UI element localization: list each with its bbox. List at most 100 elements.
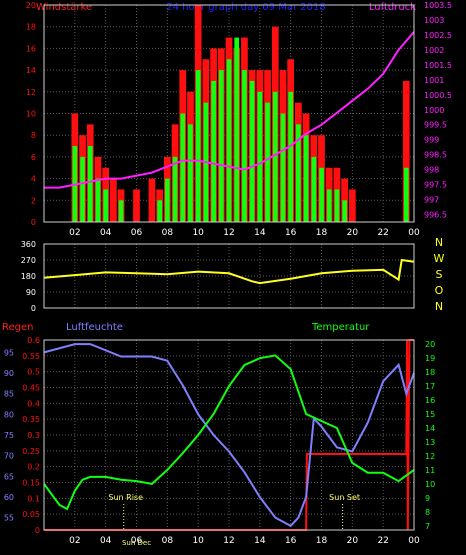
humidity-y-tick: 75 bbox=[4, 431, 14, 440]
humidity-y-tick: 85 bbox=[4, 390, 14, 399]
temperature-y-tick: 19 bbox=[425, 354, 435, 363]
wind-x-tick: 08 bbox=[162, 228, 174, 238]
rain-y-tick: 0.2 bbox=[27, 463, 40, 472]
wind-y-tick: 16 bbox=[26, 44, 36, 53]
wind-x-tick: 02 bbox=[69, 228, 80, 238]
pressure-y-tick: 1003 bbox=[424, 16, 444, 25]
pressure-y-tick: 996.5 bbox=[424, 211, 447, 220]
rain-y-tick: 0.55 bbox=[22, 352, 40, 361]
average-wind-bar bbox=[157, 200, 162, 222]
pressure-y-tick: 997 bbox=[424, 196, 439, 205]
pressure-y-tick: 1003.5 bbox=[424, 1, 452, 10]
wind-x-tick: 22 bbox=[377, 228, 388, 238]
direction-panel-frame bbox=[43, 243, 415, 309]
gust-bar bbox=[348, 189, 356, 222]
gust-bar bbox=[133, 189, 140, 222]
wind-y-tick: 6 bbox=[31, 153, 36, 162]
weather-x-tick: 04 bbox=[100, 536, 112, 546]
rain-y-ticks: 0 0.05 0.1 0.15 0.2 0.25 0.3 0.35 0.4 0.45 0.5 0.55… bbox=[22, 336, 40, 535]
average-wind-bar bbox=[288, 91, 294, 222]
direction-y-tick: 360 bbox=[21, 240, 36, 249]
average-wind-bar bbox=[164, 178, 170, 222]
average-wind-bar bbox=[303, 135, 309, 222]
wind-y-tick: 0 bbox=[31, 218, 36, 227]
humidity-y-tick: 80 bbox=[4, 410, 14, 419]
average-wind-bar bbox=[87, 146, 93, 222]
temperature-y-tick: 11 bbox=[425, 466, 435, 475]
temperature-y-tick: 14 bbox=[425, 424, 435, 433]
sunrise-label: Sun Rise bbox=[108, 493, 143, 502]
average-wind-bar bbox=[342, 200, 347, 222]
direction-y-tick: 0 bbox=[31, 304, 36, 313]
rain-y-tick: 0.1 bbox=[27, 494, 40, 503]
chart-title: 24 hour graph day 09 Mar 2018 bbox=[166, 2, 325, 13]
wind-x-tick: 10 bbox=[192, 228, 204, 238]
average-wind-bar bbox=[172, 156, 178, 222]
sunset-label: Sun Set bbox=[329, 493, 360, 502]
weather-x-tick: 12 bbox=[223, 536, 234, 546]
wind-x-tick: 06 bbox=[131, 228, 143, 238]
wind-y-tick: 2 bbox=[31, 196, 36, 205]
wind-x-tick: 04 bbox=[100, 228, 112, 238]
gust-bar bbox=[402, 80, 410, 222]
weather-x-tick: 14 bbox=[254, 536, 266, 546]
average-wind-bar bbox=[319, 167, 324, 222]
pressure-y-tick: 998 bbox=[424, 166, 439, 175]
pressure-y-tick: 1000.5 bbox=[424, 91, 452, 100]
compass-label: N bbox=[435, 236, 443, 249]
direction-line bbox=[43, 258, 415, 285]
average-wind-bar bbox=[296, 124, 301, 222]
average-wind-bar bbox=[218, 70, 224, 222]
average-wind-bar bbox=[188, 124, 193, 222]
humidity-y-tick: 55 bbox=[4, 514, 14, 523]
temperature-y-tick: 13 bbox=[425, 438, 435, 447]
temperature-y-tick: 12 bbox=[425, 452, 435, 461]
average-wind-bar bbox=[265, 102, 270, 222]
weather-x-tick: 06 bbox=[131, 536, 143, 546]
wind-x-tick: 18 bbox=[316, 228, 328, 238]
direction-y-tick: 180 bbox=[21, 272, 36, 281]
rain-y-tick: 0.6 bbox=[27, 336, 40, 345]
wind-y-ticks: 0 2 4 6 8 10 12 14 16 18 20 bbox=[26, 1, 36, 227]
sun-markers: Sun Rise Sun Set Sun Dec bbox=[108, 493, 360, 547]
wind-panel-frame bbox=[43, 4, 415, 223]
pressure-y-tick: 1002 bbox=[424, 46, 444, 55]
weather-x-ticks: 02 04 06 08 10 12 14 16 18 20 22 00 bbox=[69, 536, 420, 546]
wind-y-tick: 10 bbox=[26, 110, 36, 119]
wind-y-tick: 8 bbox=[31, 131, 36, 140]
pressure-y-tick: 997.5 bbox=[424, 181, 447, 190]
pressure-y-tick: 1002.5 bbox=[424, 31, 452, 40]
pressure-axis-title: Luftdruck bbox=[369, 2, 416, 13]
rain-humidity-temp-panel: Regen Luftfeuchte Temperatur Sun Rise Sun… bbox=[2, 322, 435, 547]
temperature-y-tick: 10 bbox=[425, 480, 435, 489]
compass-label: S bbox=[436, 268, 443, 281]
compass-label: W bbox=[434, 252, 445, 265]
rain-y-tick: 0.15 bbox=[22, 479, 40, 488]
average-wind-bar bbox=[80, 156, 85, 222]
humidity-y-tick: 95 bbox=[4, 348, 14, 357]
temperature-y-tick: 7 bbox=[425, 522, 430, 531]
average-wind-bar bbox=[311, 156, 317, 222]
rain-y-tick: 0.25 bbox=[22, 447, 40, 456]
weather-x-tick: 22 bbox=[377, 536, 388, 546]
pressure-y-tick: 999 bbox=[424, 136, 439, 145]
wind-x-tick: 20 bbox=[347, 228, 359, 238]
weather-x-tick: 16 bbox=[285, 536, 297, 546]
weather-x-tick: 00 bbox=[408, 536, 420, 546]
humidity-line bbox=[43, 343, 415, 528]
wind-x-tick: 14 bbox=[254, 228, 266, 238]
rain-y-tick: 0.5 bbox=[27, 368, 40, 377]
wind-y-tick: 4 bbox=[31, 175, 36, 184]
average-wind-bar bbox=[249, 80, 255, 222]
temperature-y-tick: 8 bbox=[425, 508, 430, 517]
wind-y-tick: 20 bbox=[26, 1, 36, 10]
humidity-y-tick: 65 bbox=[4, 472, 14, 481]
wind-x-ticks: 02 04 06 08 10 12 14 16 18 20 22 00 bbox=[69, 228, 420, 238]
wind-axis-title: Windstärke bbox=[36, 2, 92, 13]
rain-line bbox=[44, 339, 414, 531]
wind-y-tick: 12 bbox=[26, 88, 36, 97]
average-wind-bar bbox=[334, 189, 340, 222]
